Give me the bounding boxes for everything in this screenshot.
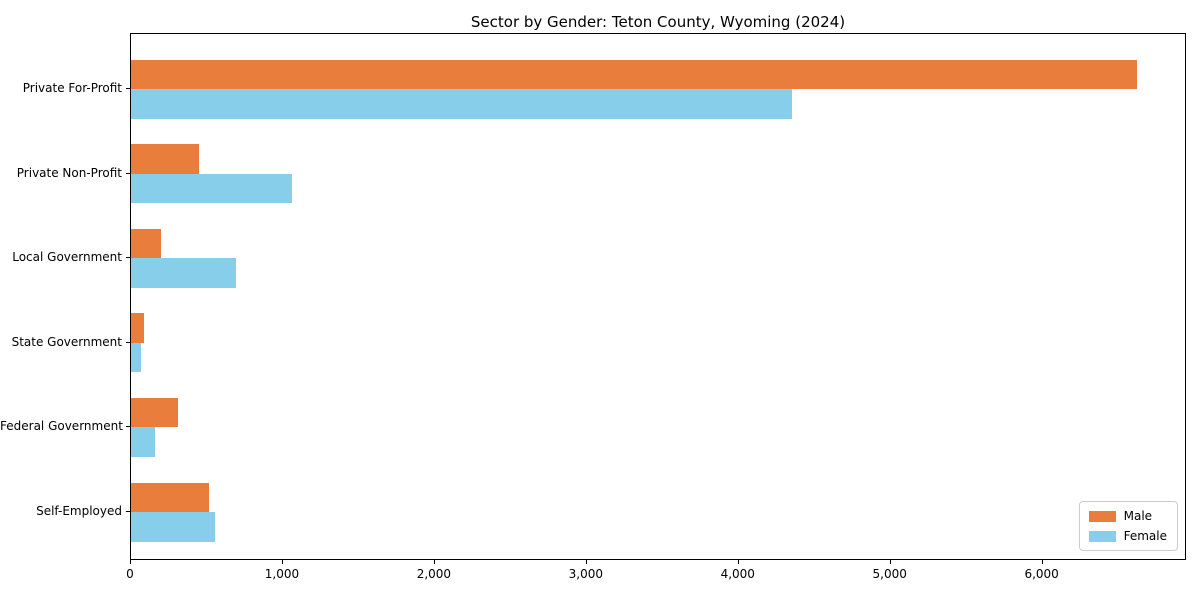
bar-male-2 — [131, 144, 199, 174]
x-tick-mark — [130, 560, 131, 564]
chart-title: Sector by Gender: Teton County, Wyoming … — [470, 13, 846, 31]
x-tick-mark — [1041, 560, 1043, 564]
x-tick-mark — [737, 560, 739, 564]
bar-male-1 — [131, 59, 1137, 89]
y-tick-label: Private For-Profit — [22, 81, 122, 95]
x-tick-mark — [433, 560, 435, 564]
bar-female-4 — [131, 342, 141, 373]
y-tick-mark — [126, 172, 130, 174]
x-tick-mark — [585, 560, 587, 564]
legend: Male Female — [1078, 501, 1178, 551]
y-tick-mark — [126, 88, 130, 89]
legend-row-male: Male — [1088, 509, 1167, 523]
legend-swatch-male — [1088, 510, 1116, 522]
y-tick-mark — [126, 341, 130, 343]
y-tick-label: Self-Employed — [36, 504, 122, 518]
legend-label-male: Male — [1123, 509, 1153, 523]
legend-label-female: Female — [1123, 529, 1167, 543]
x-tick-label: 3,000 — [568, 567, 603, 581]
y-tick-label: Private Non-Profit — [16, 165, 122, 180]
legend-swatch-female — [1088, 530, 1116, 542]
x-tick-label: 4,000 — [720, 567, 755, 581]
x-tick-label: 1,000 — [264, 567, 300, 581]
x-tick-label: 5,000 — [872, 567, 907, 581]
bar-male-4 — [131, 313, 144, 343]
bar-male-5 — [131, 397, 179, 428]
bar-male-3 — [131, 228, 162, 259]
bar-female-5 — [131, 427, 156, 457]
x-tick-mark — [889, 560, 891, 564]
y-tick-label: State Government — [11, 334, 122, 349]
x-tick-mark — [281, 560, 283, 564]
y-tick-mark — [126, 257, 130, 259]
legend-row-female: Female — [1088, 529, 1167, 543]
x-tick-label: 0 — [126, 567, 134, 581]
y-tick-label: Federal Government — [0, 419, 123, 434]
bar-female-2 — [131, 173, 293, 204]
plot-area: Male Female — [130, 33, 1186, 560]
bar-female-3 — [131, 258, 236, 288]
bar-female-6 — [131, 512, 215, 542]
bar-male-6 — [131, 482, 210, 512]
y-tick-label: Local Government — [12, 250, 122, 265]
x-tick-label: 2,000 — [416, 567, 452, 581]
y-tick-mark — [126, 511, 130, 512]
x-tick-label: 6,000 — [1024, 567, 1059, 581]
bar-female-1 — [131, 89, 792, 119]
y-tick-mark — [126, 426, 130, 428]
